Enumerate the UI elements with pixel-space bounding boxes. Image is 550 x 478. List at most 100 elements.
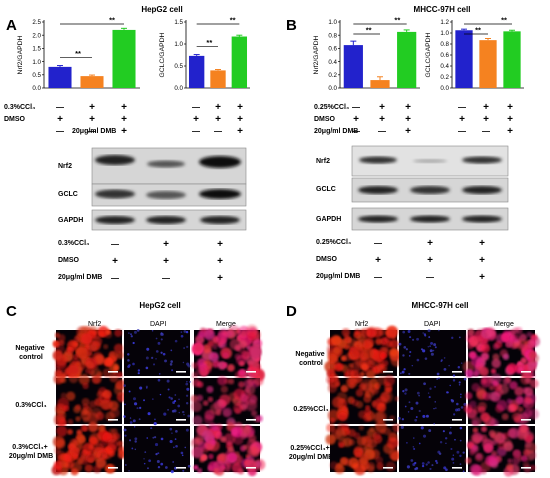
if-cell: [187, 414, 191, 418]
if-cell: [512, 327, 519, 334]
if-cell: [325, 375, 335, 384]
if-cell: [227, 446, 234, 453]
if-col-nrf2: Nrf2: [355, 321, 368, 328]
scale-bar: [246, 419, 256, 421]
if-cell: [163, 412, 167, 416]
if-cell: [191, 372, 198, 379]
if-cell: [68, 373, 79, 384]
if-cell: [529, 379, 539, 389]
chart-a-nrf2: 0.0 0.5 1.0 1.5 2.0 2.5 Nrf2/GAPDH ** **: [17, 16, 140, 92]
if-cell: [139, 386, 143, 390]
if-cell: [139, 406, 142, 410]
if-cell: [151, 329, 154, 332]
if-cell: [107, 438, 119, 450]
if-cell: [400, 425, 404, 429]
if-cell: [174, 394, 177, 396]
if-cell: [230, 427, 239, 436]
band: [199, 156, 241, 168]
if-cell: [54, 332, 61, 338]
if-cell: [123, 415, 126, 418]
if-cell: [172, 401, 176, 404]
if-row-ccl4: 0.25%CCl₄: [293, 406, 328, 413]
treatment-table-bottom-a: 0.3%CCl₄ DMSO 20μg/ml DMB: [58, 240, 102, 281]
if-cell: [150, 427, 153, 430]
if-cell: [520, 357, 528, 364]
plus-sign: +: [121, 102, 127, 113]
if-cell: [207, 396, 214, 403]
if-cell: [427, 461, 430, 464]
plus-sign: +: [121, 126, 127, 137]
if-cell: [357, 339, 366, 348]
if-cell: [243, 379, 253, 389]
if-cell: [507, 458, 513, 464]
if-cell: [415, 401, 419, 405]
if-cell: [131, 447, 134, 450]
if-cell: [443, 466, 447, 470]
if-cell: [416, 358, 420, 362]
if-cell: [476, 453, 482, 460]
significance-label: **: [475, 26, 481, 35]
if-cell: [76, 429, 83, 436]
panel-letter-c: C: [6, 303, 17, 320]
if-cell: [351, 346, 364, 359]
if-cell: [433, 422, 435, 425]
if-cell: [146, 347, 150, 351]
panel-title-d: MHCC-97H cell: [412, 301, 469, 310]
if-cell: [69, 446, 81, 457]
if-cell: [423, 382, 426, 386]
if-cell: [459, 439, 462, 442]
if-cell: [344, 344, 350, 350]
if-cell: [349, 377, 356, 385]
if-cell: [188, 380, 191, 383]
if-cell: [359, 371, 365, 377]
if-col-merge: Merge: [494, 321, 514, 328]
if-cell: [185, 428, 189, 432]
if-cell: [421, 462, 425, 465]
if-cell: [412, 338, 415, 341]
if-cell: [418, 394, 420, 397]
if-cell: [97, 449, 108, 460]
if-cell: [111, 428, 118, 435]
y-tick-label: 0.5: [174, 63, 183, 70]
if-row-ccl4-dmb-l1: 0.25%CCl₄+: [290, 445, 329, 452]
if-cell: [445, 468, 448, 472]
if-cell: [451, 457, 455, 461]
if-cell: [427, 329, 431, 333]
if-image: [398, 329, 466, 377]
minus-sign: —: [192, 127, 200, 136]
minus-sign: —: [88, 127, 96, 136]
if-cell: [167, 388, 170, 391]
y-tick-label: 1.0: [174, 41, 183, 48]
if-cell: [506, 363, 518, 374]
if-cell: [172, 461, 175, 463]
if-row-negative-l1: Negative: [15, 345, 44, 352]
if-cell: [190, 394, 198, 403]
if-cell: [191, 446, 204, 459]
if-cell: [429, 467, 432, 471]
if-cell: [203, 329, 215, 340]
band: [359, 156, 397, 164]
if-cell: [465, 369, 474, 378]
bar: [188, 55, 205, 88]
if-cell: [164, 359, 168, 363]
if-cell: [138, 418, 141, 421]
if-cell: [160, 338, 163, 341]
if-image: [397, 377, 467, 425]
if-row-ccl4: 0.3%CCl₄: [15, 402, 46, 409]
if-row-ccl4-dmb: 0.3%CCl₄+ 20μg/ml DMB: [9, 444, 53, 460]
if-cell: [208, 453, 214, 460]
if-cell: [432, 349, 435, 352]
if-cell: [194, 343, 203, 353]
treat-label-ccl4: 0.3%CCl₄: [58, 240, 89, 247]
if-cell: [134, 437, 138, 441]
y-tick-label: 1.2: [440, 19, 449, 26]
if-cell: [143, 458, 145, 460]
plus-sign: +: [215, 102, 221, 113]
plus-sign: +: [405, 126, 411, 137]
if-cell: [114, 329, 123, 337]
if-cell: [487, 391, 497, 401]
if-cell: [201, 429, 214, 442]
if-cell: [123, 384, 126, 387]
if-cell: [183, 413, 185, 416]
if-cell: [183, 330, 187, 333]
